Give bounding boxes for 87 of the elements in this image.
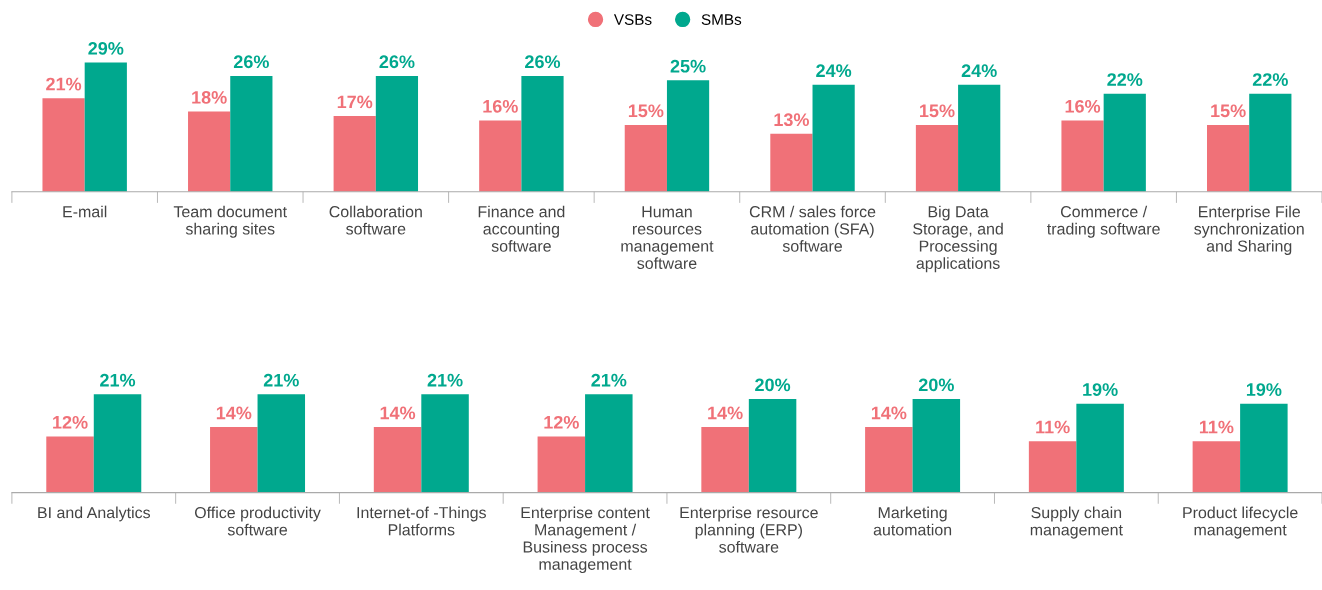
x-tick-label: Collaboration software xyxy=(329,205,422,235)
data-label: 13% xyxy=(774,113,809,127)
bar xyxy=(333,115,376,192)
bar xyxy=(257,394,306,493)
data-label: 20% xyxy=(755,378,791,392)
data-label: 14% xyxy=(216,406,252,420)
x-tick-label: Team document sharing sites xyxy=(173,205,287,238)
data-label: 16% xyxy=(483,99,518,113)
data-label: 26% xyxy=(379,55,415,69)
bar xyxy=(46,436,94,493)
bar xyxy=(188,111,231,192)
bar xyxy=(1249,93,1292,192)
data-label: 14% xyxy=(708,406,743,420)
data-label: 17% xyxy=(337,95,373,109)
bar xyxy=(1028,441,1077,493)
data-label: 12% xyxy=(53,415,88,429)
data-label: 11% xyxy=(1036,420,1070,434)
data-label: 29% xyxy=(88,41,124,55)
bar xyxy=(537,436,586,493)
data-label: 14% xyxy=(871,406,907,420)
data-label: 21% xyxy=(100,373,136,387)
bar xyxy=(1192,441,1241,493)
data-label: 19% xyxy=(1246,383,1282,396)
data-label: 22% xyxy=(1107,73,1143,86)
x-tick-label: Marketing automation xyxy=(873,506,952,536)
x-tick-label: Big Data Storage, and Processing applications xyxy=(913,205,1003,273)
data-label: 24% xyxy=(816,64,852,78)
bar xyxy=(479,120,522,192)
bar xyxy=(210,427,258,493)
data-label: 26% xyxy=(525,55,561,69)
data-label: 21% xyxy=(591,373,627,387)
bar xyxy=(1103,93,1146,192)
bar xyxy=(421,394,469,493)
data-label: 26% xyxy=(233,55,269,69)
x-tick-label: CRM / sales force automation (SFA) software xyxy=(749,205,876,252)
x-tick-label: Supply chain management xyxy=(1030,506,1123,539)
bar xyxy=(84,62,127,192)
bar xyxy=(624,124,667,192)
legend-label: VSBs xyxy=(613,14,652,25)
bar xyxy=(865,427,913,493)
bar xyxy=(912,399,961,493)
bar xyxy=(42,98,85,192)
bar xyxy=(93,394,142,493)
data-label: 24% xyxy=(961,64,997,78)
bar xyxy=(373,427,422,493)
x-tick-label: Enterprise content Management / Business process management xyxy=(521,506,650,574)
bar xyxy=(1240,403,1288,493)
x-tick-label: BI and Analytics xyxy=(38,506,151,522)
bar xyxy=(701,427,749,493)
x-tick-label: Commerce / trading software xyxy=(1047,205,1160,238)
data-label: 14% xyxy=(380,406,416,420)
legend-label: SMBs xyxy=(701,14,742,25)
data-label: 21% xyxy=(427,373,463,387)
bar xyxy=(521,75,564,192)
bar xyxy=(915,124,959,192)
data-label: 20% xyxy=(918,378,954,392)
data-label: 18% xyxy=(192,91,227,104)
x-tick-label: Finance and accounting software xyxy=(478,205,565,252)
data-label: 19% xyxy=(1083,383,1118,396)
data-label: 15% xyxy=(1211,104,1246,118)
bar xyxy=(1061,120,1104,192)
data-label: 12% xyxy=(544,415,579,429)
x-tick-label: Human resources management software xyxy=(621,206,714,269)
bar xyxy=(812,84,855,192)
data-label: 22% xyxy=(1252,73,1288,86)
bar xyxy=(375,75,419,192)
data-label: 21% xyxy=(263,373,299,387)
bar xyxy=(1076,403,1124,493)
data-label: 11% xyxy=(1199,420,1234,434)
data-label: 15% xyxy=(920,104,955,118)
data-label: 15% xyxy=(628,104,664,118)
data-label: 21% xyxy=(46,77,82,91)
data-label: 25% xyxy=(670,59,706,73)
bar xyxy=(958,84,1001,192)
x-tick-label: Enterprise File synchronization and Sharing xyxy=(1194,205,1304,255)
x-tick-label: Office productivity software xyxy=(194,506,321,536)
bar xyxy=(585,394,633,493)
x-tick-label: Product lifecycle management xyxy=(1183,506,1298,539)
bar xyxy=(770,133,813,192)
x-tick-label: Internet-of -Things Platforms xyxy=(357,506,486,536)
x-tick-label: E-mail xyxy=(63,205,107,218)
data-label: 16% xyxy=(1065,99,1101,113)
bar xyxy=(230,75,273,192)
bar xyxy=(1207,124,1250,192)
bar xyxy=(748,399,797,493)
bar xyxy=(666,80,710,192)
x-tick-label: Enterprise resource planning (ERP) software xyxy=(680,506,818,553)
